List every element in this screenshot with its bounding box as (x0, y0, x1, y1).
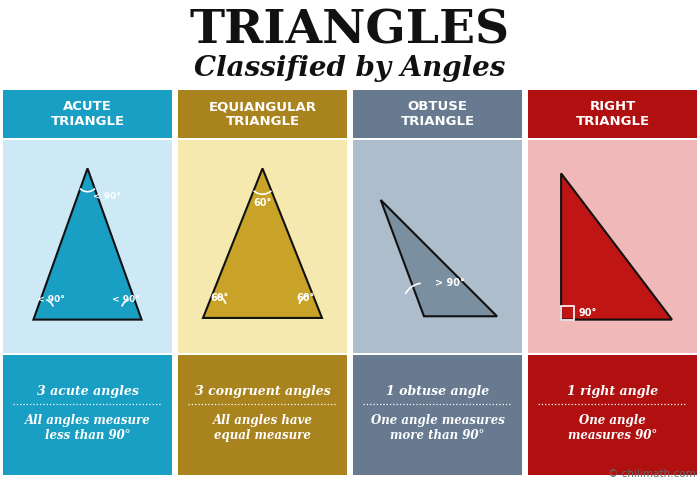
Text: 3 congruent angles: 3 congruent angles (195, 384, 330, 398)
Bar (561, 306, 575, 320)
Bar (528, 140, 697, 353)
Bar (3, 355, 172, 475)
Text: < 90°: < 90° (112, 295, 139, 304)
Polygon shape (34, 169, 141, 320)
Text: 60°: 60° (253, 199, 272, 208)
Bar (528, 355, 697, 475)
Text: RIGHT
TRIANGLE: RIGHT TRIANGLE (575, 100, 650, 128)
Text: < 90°: < 90° (38, 295, 65, 304)
Text: 60°: 60° (210, 293, 228, 303)
Text: EQUIANGULAR
TRIANGLE: EQUIANGULAR TRIANGLE (209, 100, 316, 128)
Text: One angle
measures 90°: One angle measures 90° (568, 414, 657, 442)
Bar (353, 140, 522, 353)
Text: < 90°: < 90° (93, 192, 120, 201)
Bar (178, 355, 347, 475)
Text: 1 obtuse angle: 1 obtuse angle (386, 384, 489, 398)
Text: All angles measure
less than 90°: All angles measure less than 90° (25, 414, 150, 442)
Polygon shape (561, 173, 672, 320)
Polygon shape (203, 169, 322, 318)
Text: 1 right angle: 1 right angle (567, 384, 658, 398)
Text: 3 acute angles: 3 acute angles (36, 384, 139, 398)
Text: Classified by Angles: Classified by Angles (195, 55, 505, 82)
Text: All angles have
equal measure: All angles have equal measure (213, 414, 312, 442)
Text: 90°: 90° (578, 308, 597, 318)
Bar (353, 355, 522, 475)
Bar (528, 90, 697, 138)
Bar (178, 140, 347, 353)
Text: © chilimath.com: © chilimath.com (608, 469, 696, 479)
Text: > 90°: > 90° (435, 278, 465, 288)
Text: TRIANGLES: TRIANGLES (190, 8, 510, 54)
Bar (3, 90, 172, 138)
Text: One angle measures
more than 90°: One angle measures more than 90° (370, 414, 505, 442)
Bar (353, 90, 522, 138)
Polygon shape (381, 200, 497, 316)
Text: 60°: 60° (297, 293, 315, 303)
Bar (178, 90, 347, 138)
Text: ACUTE
TRIANGLE: ACUTE TRIANGLE (50, 100, 125, 128)
Bar (3, 140, 172, 353)
Text: OBTUSE
TRIANGLE: OBTUSE TRIANGLE (400, 100, 475, 128)
